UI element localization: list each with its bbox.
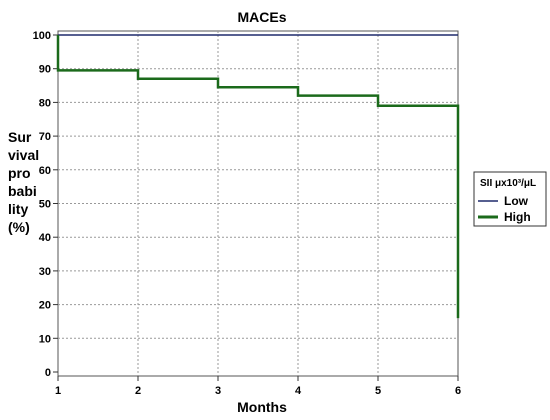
y-tick-label: 60 [39, 165, 51, 177]
y-tick-label: 10 [39, 333, 51, 345]
x-tick-label: 1 [55, 385, 61, 397]
tick-marks: 0 10 20 30 40 50 60 70 80 90 100 1 2 3 4 5 6 [33, 30, 461, 397]
legend: SII μx10³/μL Low High [473, 171, 547, 227]
y-axis-title-line: vival [8, 147, 39, 163]
legend-label-high: High [504, 210, 531, 224]
y-tick-label: 80 [39, 97, 51, 109]
x-axis-title: Months [237, 399, 287, 415]
y-axis-title: Sur vival pro babi lity (%) [8, 129, 39, 235]
y-axis-title-line: babi [8, 183, 37, 199]
y-tick-label: 30 [39, 266, 51, 278]
y-axis-title-line: (%) [8, 219, 30, 235]
series-group [56, 34, 460, 319]
legend-title: SII μx10³/μL [480, 178, 536, 189]
grid-lines [58, 31, 458, 376]
y-tick-label: 70 [39, 131, 51, 143]
y-axis-title-line: Sur [8, 129, 32, 145]
y-tick-label: 50 [39, 199, 51, 211]
x-tick-label: 2 [135, 385, 141, 397]
x-tick-label: 4 [295, 385, 302, 397]
y-tick-label: 40 [39, 232, 51, 244]
x-tick-label: 3 [215, 385, 221, 397]
series-line-high [56, 35, 460, 319]
x-tick-label: 6 [455, 385, 461, 397]
legend-label-low: Low [504, 194, 529, 208]
y-tick-label: 100 [33, 30, 51, 42]
y-axis-title-line: pro [8, 165, 31, 181]
y-axis-title-line: lity [8, 201, 28, 217]
y-tick-label: 0 [45, 367, 51, 379]
y-tick-label: 90 [39, 64, 51, 76]
chart-title: MACEs [237, 9, 286, 25]
y-tick-label: 20 [39, 300, 51, 312]
x-tick-label: 5 [375, 385, 381, 397]
